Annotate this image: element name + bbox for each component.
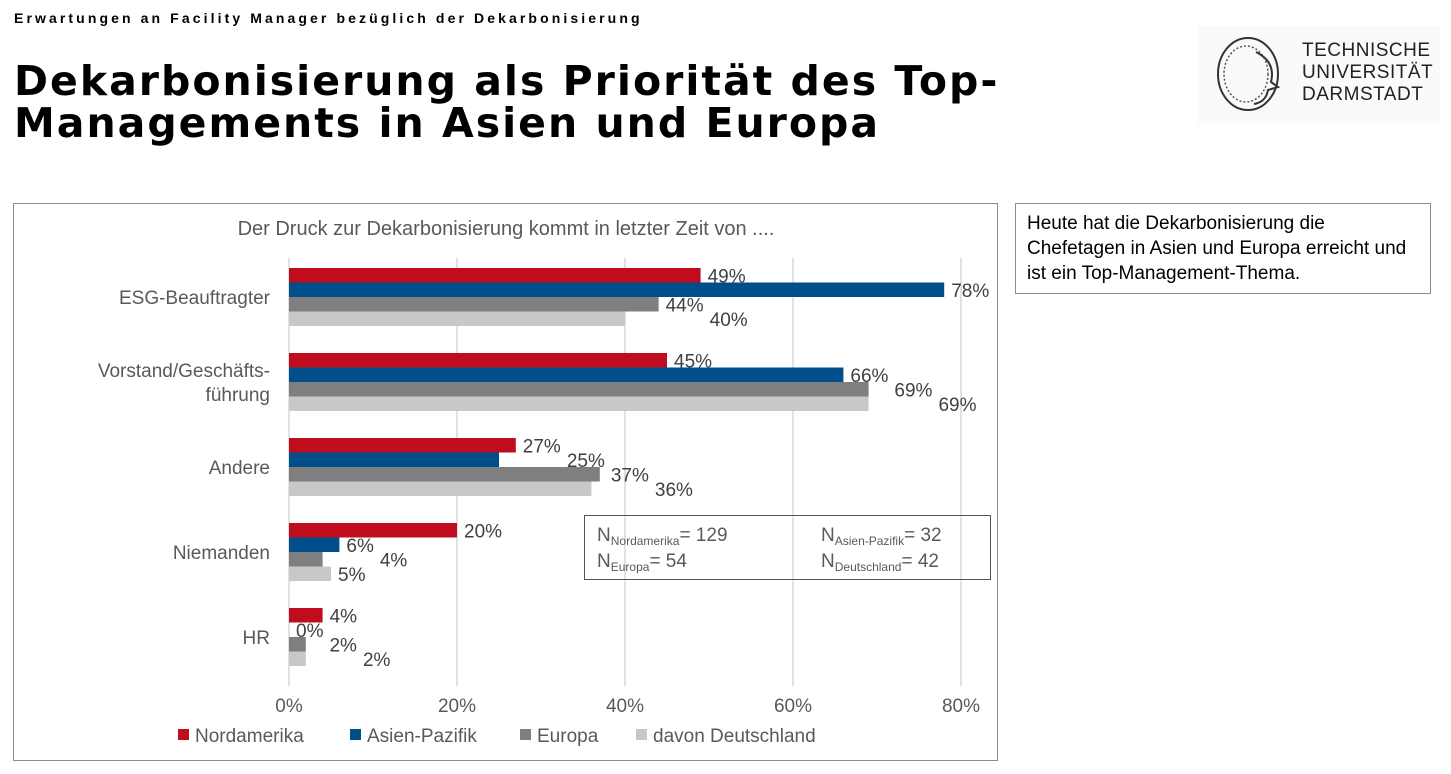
legend-swatch: [178, 729, 189, 740]
data-label: 27%: [523, 436, 561, 457]
data-label: 2%: [363, 650, 391, 671]
bar-europa: [289, 552, 323, 567]
category-label: ESG-Beauftragter: [119, 288, 271, 309]
bar-europa: [289, 382, 869, 397]
bar-davon-deutschland: [289, 396, 869, 411]
data-label: 25%: [567, 451, 605, 472]
legend-label: Asien-Pazifik: [367, 726, 477, 747]
bar-nordamerika: [289, 438, 516, 453]
data-label: 20%: [464, 521, 502, 542]
category-label: führung: [206, 385, 270, 406]
n-nordamerika: NNordamerika= 129: [597, 525, 728, 548]
legend-swatch: [520, 729, 531, 740]
data-label: 69%: [938, 395, 976, 416]
n-deutschland: NDeutschland= 42: [821, 551, 939, 574]
data-label: 2%: [329, 635, 357, 656]
data-label: 66%: [850, 366, 888, 387]
x-tick-label: 80%: [942, 696, 980, 717]
x-tick-label: 20%: [438, 696, 476, 717]
university-logo: TECHNISCHE UNIVERSITÄT DARMSTADT: [1198, 26, 1440, 124]
title-line-2: Managements in Asien und Europa: [14, 99, 881, 147]
x-tick-label: 0%: [275, 696, 303, 717]
bar-davon-deutschland: [289, 311, 625, 326]
slide-title: Dekarbonisierung als Priorität des Top- …: [14, 60, 999, 144]
chart-title: Der Druck zur Dekarbonisierung kommt in …: [238, 218, 775, 240]
bar-asien-pazifik: [289, 537, 340, 552]
legend-swatch: [636, 729, 647, 740]
data-label: 44%: [666, 295, 704, 316]
data-label: 45%: [674, 351, 712, 372]
legend-label: Nordamerika: [195, 726, 304, 747]
bar-nordamerika: [289, 268, 701, 283]
x-tick-label: 60%: [774, 696, 812, 717]
data-label: 4%: [380, 550, 408, 571]
logo-line: UNIVERSITÄT: [1302, 62, 1434, 83]
n-asien-pazifik: NAsien-Pazifik= 32: [821, 525, 942, 548]
bar-asien-pazifik: [289, 452, 499, 467]
data-label: 69%: [894, 380, 932, 401]
data-label: 36%: [655, 480, 693, 501]
data-label: 40%: [710, 310, 748, 331]
slide-kicker: Erwartungen an Facility Manager bezüglic…: [14, 10, 643, 26]
x-tick-label: 40%: [606, 696, 644, 717]
logo-line: DARMSTADT: [1302, 84, 1424, 105]
category-label: HR: [243, 628, 270, 649]
category-label: Niemanden: [173, 543, 270, 564]
athena-seal-icon: [1217, 37, 1281, 111]
data-label: 49%: [708, 266, 746, 287]
key-message-box: Heute hat die Dekarbonisierung die Chefe…: [1015, 203, 1431, 294]
bar-davon-deutschland: [289, 481, 592, 496]
data-label: 78%: [951, 281, 989, 302]
logo-line: TECHNISCHE: [1302, 40, 1431, 61]
bar-nordamerika: [289, 608, 323, 623]
bar-asien-pazifik: [289, 367, 844, 382]
chart-frame: [13, 203, 998, 761]
data-label: 0%: [296, 621, 324, 642]
logo-text: TECHNISCHE UNIVERSITÄT DARMSTADT: [1302, 40, 1433, 106]
bar-europa: [289, 637, 306, 652]
data-label: 6%: [346, 536, 374, 557]
bar-asien-pazifik: [289, 282, 945, 297]
legend-label: Europa: [537, 726, 599, 747]
bar-davon-deutschland: [289, 566, 331, 581]
bar-nordamerika: [289, 523, 457, 538]
data-label: 37%: [611, 465, 649, 486]
bar-europa: [289, 297, 659, 312]
data-label: 4%: [330, 606, 358, 627]
data-label: 5%: [338, 565, 366, 586]
legend-label: davon Deutschland: [653, 726, 816, 747]
sample-size-box: NNordamerika= 129 NAsien-Pazifik= 32 NEu…: [584, 515, 991, 580]
category-label: Andere: [209, 458, 270, 479]
title-line-1: Dekarbonisierung als Priorität des Top-: [14, 57, 1000, 105]
legend-swatch: [350, 729, 361, 740]
bar-nordamerika: [289, 353, 667, 368]
n-europa: NEuropa= 54: [597, 551, 687, 574]
category-label: Vorstand/Geschäfts-: [98, 361, 270, 382]
bar-europa: [289, 467, 600, 482]
bar-davon-deutschland: [289, 651, 306, 666]
